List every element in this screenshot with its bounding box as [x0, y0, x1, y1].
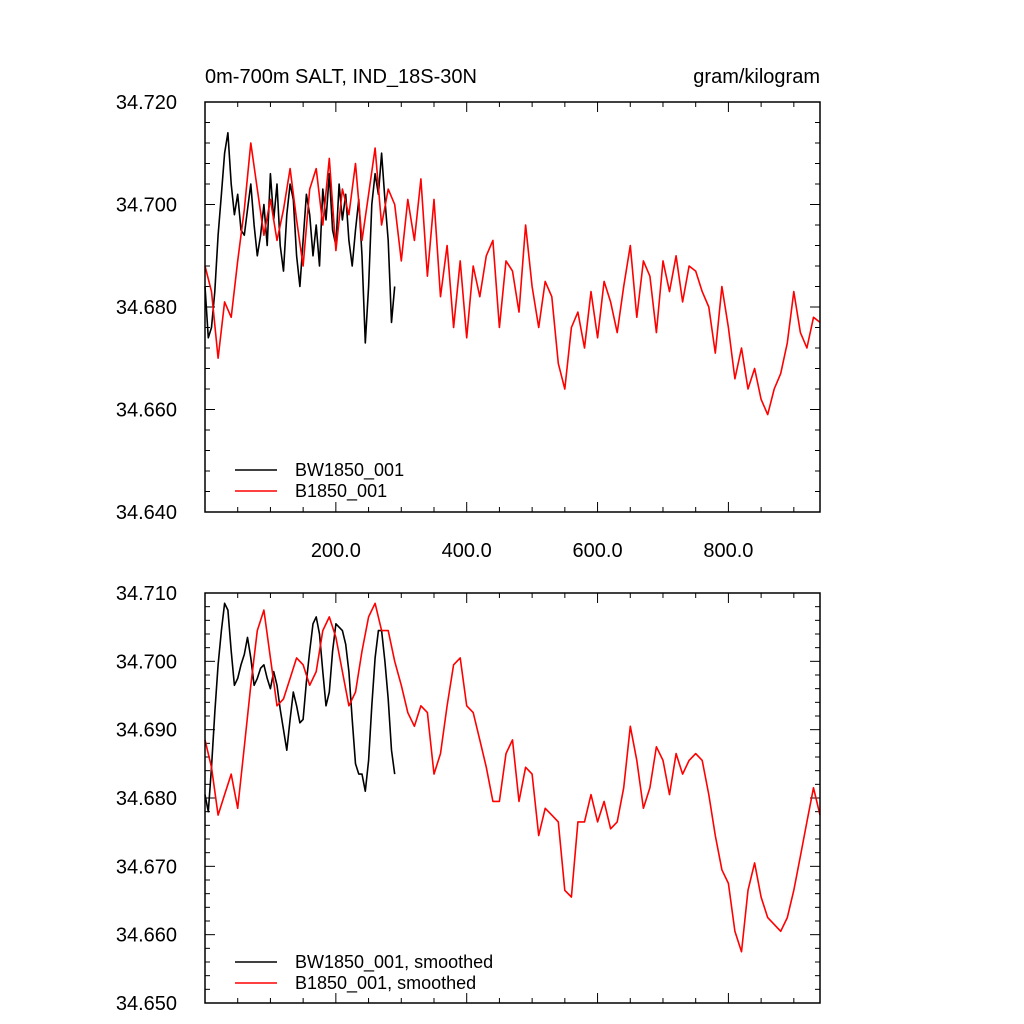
- legend-label: BW1850_001, smoothed: [295, 952, 493, 973]
- x-tick-label: 600.0: [573, 540, 623, 562]
- y-tick-label: 34.660: [116, 925, 177, 947]
- y-tick-label: 34.680: [116, 297, 177, 319]
- x-tick-label: 200.0: [311, 540, 361, 562]
- y-tick-label: 34.640: [116, 502, 177, 524]
- y-tick-label: 34.670: [116, 856, 177, 878]
- title-units: gram/kilogram: [693, 66, 820, 88]
- plot-frame: [204, 592, 821, 1004]
- plot-area: [204, 132, 821, 416]
- plot-frame: [204, 101, 821, 513]
- plot-area: [204, 602, 821, 953]
- x-tick-label: 400.0: [442, 540, 492, 562]
- y-tick-label: 34.710: [116, 583, 177, 605]
- y-tick-label: 34.720: [116, 92, 177, 114]
- series-line-bw1850-001-smoothed: [204, 602, 396, 813]
- y-axis-tick-labels: 34.650 34.660 34.670 34.680 34.690 34.700 34.7…: [116, 583, 177, 1015]
- y-tick-label: 34.700: [116, 195, 177, 217]
- salinity-panel-smoothed: 34.650 34.660 34.670 34.680 34.690 34.700 34.7…: [116, 583, 821, 1015]
- series-line-b1850-001-smoothed: [204, 602, 821, 953]
- x-axis-tick-labels: 200.0 400.0 600.0 800.0: [311, 540, 754, 562]
- y-tick-label: 34.650: [116, 993, 177, 1015]
- legend-label: BW1850_001: [295, 460, 404, 481]
- y-tick-label: 34.690: [116, 720, 177, 742]
- y-axis-tick-labels: 34.640 34.660 34.680 34.700 34.720: [116, 92, 177, 524]
- y-tick-label: 34.660: [116, 400, 177, 422]
- salinity-panel-raw: 0m-700m SALT, IND_18S-30N gram/kilogram …: [116, 66, 821, 562]
- axis-ticks: [205, 101, 820, 513]
- x-tick-label: 800.0: [703, 540, 753, 562]
- axis-ticks: [205, 592, 820, 1004]
- y-tick-label: 34.700: [116, 651, 177, 673]
- title-left: 0m-700m SALT, IND_18S-30N: [205, 66, 477, 88]
- legend-label: B1850_001: [295, 481, 387, 502]
- y-tick-label: 34.680: [116, 788, 177, 810]
- legend-label: B1850_001, smoothed: [295, 973, 476, 994]
- series-line-bw1850-001: [204, 132, 396, 344]
- series-line-b1850-001: [204, 142, 821, 416]
